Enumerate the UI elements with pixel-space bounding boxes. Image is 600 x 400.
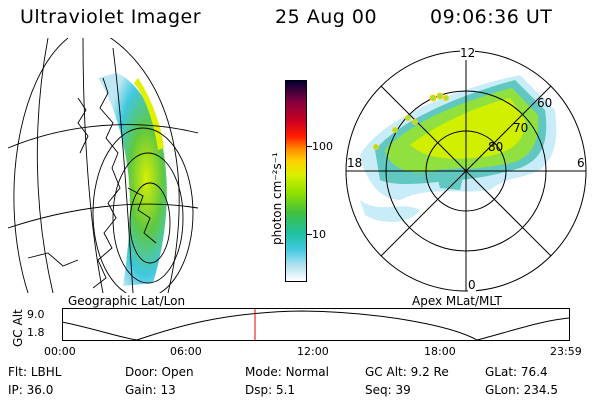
instrument-title: Ultraviolet Imager — [20, 6, 202, 28]
altitude-ytick-1.8: 1.8 — [27, 326, 45, 339]
colorbar-tick-label-10: 10 — [312, 228, 326, 241]
mlt-label-0: 0 — [468, 278, 476, 292]
altitude-xtick-2359: 23:59 — [550, 345, 582, 358]
altitude-xtick-1200: 12:00 — [297, 345, 329, 358]
info-gc-alt: GC Alt: 9.2 Re — [365, 365, 449, 379]
info-glat: GLat: 76.4 — [485, 365, 548, 379]
altitude-xtick-1800: 18:00 — [424, 345, 456, 358]
info-door: Door: Open — [125, 365, 194, 379]
info-seq: Seq: 39 — [365, 383, 411, 397]
info-dsp: Dsp: 5.1 — [245, 383, 296, 397]
altitude-plot — [62, 308, 570, 341]
colorbar-tick-10 — [307, 234, 312, 235]
mlat-label-60: 60 — [537, 96, 553, 110]
colorbar-unit-label: photon cm⁻²s⁻¹ — [270, 152, 284, 245]
geographic-map-caption: Geographic Lat/Lon — [68, 294, 186, 308]
mlt-label-18: 18 — [347, 156, 363, 170]
mlt-label-6: 6 — [577, 156, 585, 170]
polar-plot-caption: Apex MLat/MLT — [412, 294, 502, 308]
mlat-label-70: 70 — [513, 121, 529, 135]
info-gain: Gain: 13 — [125, 383, 176, 397]
colorbar — [285, 80, 307, 282]
info-glon: GLon: 234.5 — [485, 383, 558, 397]
polar-plot — [345, 50, 587, 292]
altitude-xtick-0600: 06:00 — [170, 345, 202, 358]
altitude-ylabel: GC Alt — [11, 309, 25, 347]
observation-time: 09:06:36 UT — [430, 6, 553, 28]
geographic-map — [8, 38, 198, 293]
info-mode: Mode: Normal — [245, 365, 329, 379]
colorbar-tick-label-100: 100 — [312, 140, 333, 153]
mlat-label-80: 80 — [488, 140, 504, 154]
altitude-ytick-9: 9.0 — [27, 308, 45, 321]
info-flt: Flt: LBHL — [8, 365, 62, 379]
altitude-xtick-0000: 00:00 — [44, 345, 76, 358]
observation-date: 25 Aug 00 — [275, 6, 378, 28]
mlt-label-12: 12 — [460, 46, 476, 60]
info-ip: IP: 36.0 — [8, 383, 54, 397]
colorbar-tick-100 — [307, 146, 312, 147]
